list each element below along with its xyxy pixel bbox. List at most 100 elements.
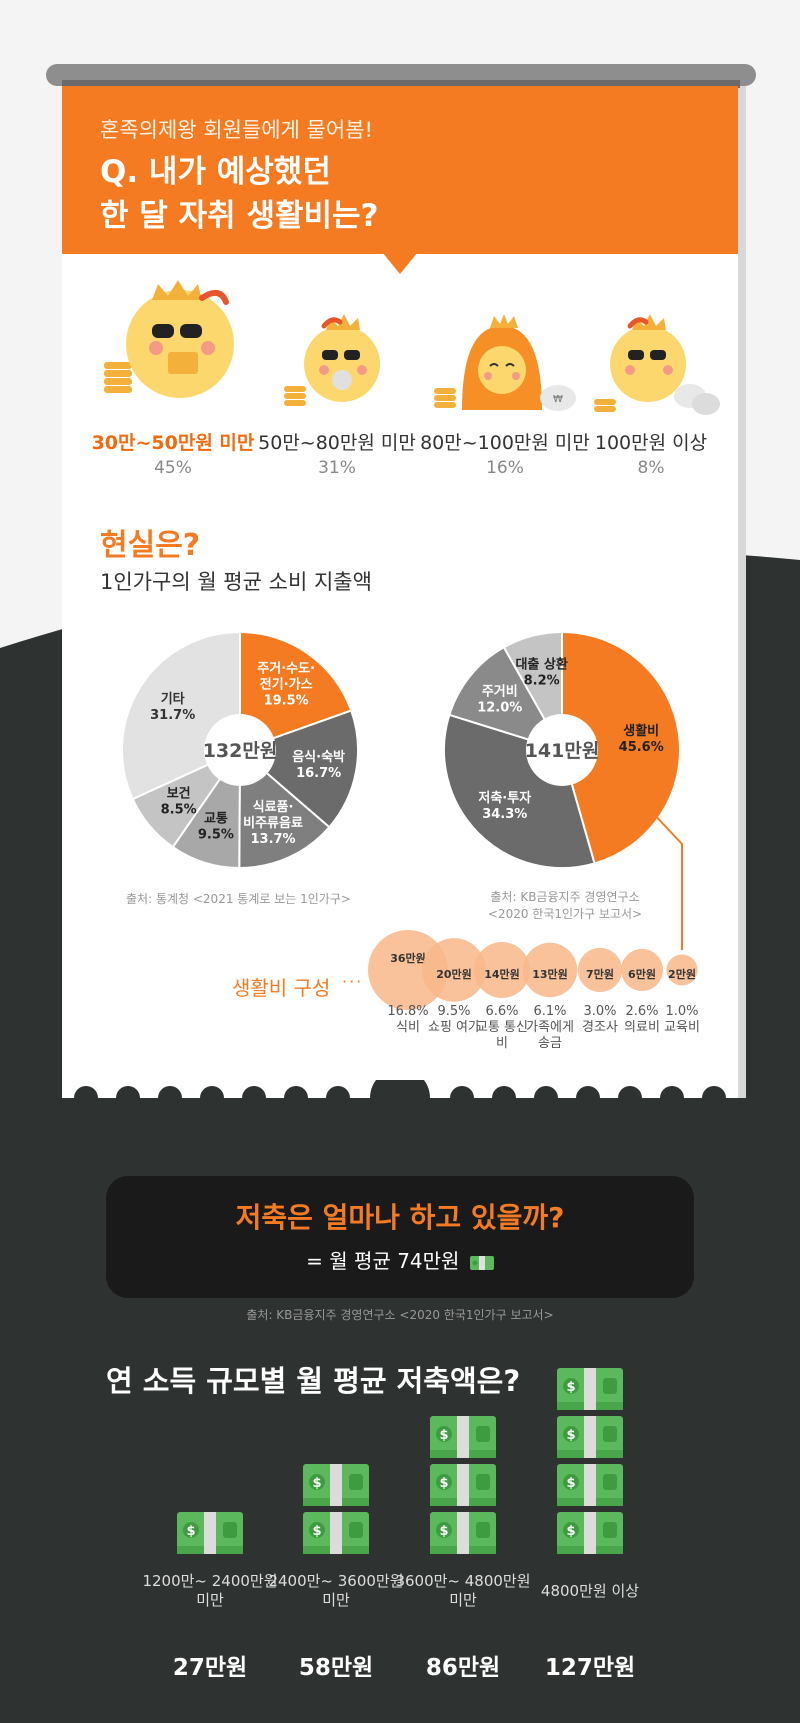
- savings-source: 출처: KB금융지주 경영연구소 <2020 한국1인가구 보고서>: [246, 1308, 554, 1322]
- connector-line: [649, 809, 683, 950]
- pie2-percent-3: 8.2%: [524, 674, 560, 689]
- character-2-illustration: [284, 314, 380, 406]
- bubble-caption-5: 2.6% 의료비: [614, 1004, 670, 1036]
- bubble-percent-0: 16.8%: [387, 1004, 429, 1019]
- pie2-label-0-0: 생활비: [623, 723, 659, 739]
- money-bill-icon: $: [557, 1416, 623, 1458]
- pie2-percent-2: 12.0%: [477, 701, 522, 716]
- expectation-percent-2: 31%: [318, 458, 356, 478]
- pie1-label-5-0: 기타: [161, 691, 185, 707]
- svg-text:$: $: [439, 1428, 448, 1443]
- svg-text:$: $: [186, 1524, 195, 1539]
- question-title-line1: Q. 내가 예상했던: [100, 154, 331, 190]
- money-bill-icon: $: [177, 1512, 243, 1554]
- savings-title: 저축은 얼마나 하고 있을까?: [235, 1201, 565, 1234]
- pie2-hole: [526, 714, 598, 786]
- svg-text:$: $: [566, 1428, 575, 1443]
- pie1-label-2-1: 비주류음료: [243, 815, 303, 831]
- svg-text:$: $: [439, 1524, 448, 1539]
- pie2-center-label: 141만원: [525, 740, 600, 762]
- pie2-percent-1: 34.3%: [482, 807, 527, 822]
- income-savings-value-0: 27만원: [172, 1655, 248, 1681]
- pie2-label-1-0: 저축·투자: [478, 790, 531, 806]
- bubble-amount-5: 6만원: [628, 967, 656, 981]
- breakdown-dots: ···: [342, 972, 364, 991]
- pie1-label-0-1: 전기·가스: [260, 677, 313, 693]
- pie1-percent-3: 9.5%: [198, 827, 234, 842]
- pie2-label-2-0: 주거비: [482, 685, 518, 700]
- money-bill-icon: $: [430, 1464, 496, 1506]
- character-3-illustration: ₩: [434, 314, 576, 411]
- bubble-label-5: 의료비: [624, 1020, 660, 1035]
- pie1-center-label: 132만원: [203, 740, 278, 762]
- expectation-label-1: 30만~50만원 미만: [91, 432, 255, 454]
- pie2-slice-0: [561, 630, 681, 865]
- bubble-label-2: 교통 통신비: [476, 1020, 528, 1051]
- svg-text:₩: ₩: [553, 394, 563, 405]
- pie1-label-3-0: 교통: [204, 811, 228, 826]
- bubble-caption-1: 9.5% 쇼핑 여가: [426, 1004, 482, 1036]
- expectation-percent-1: 45%: [154, 458, 192, 478]
- bubble-amount-6: 2만원: [668, 967, 696, 981]
- pie1-percent-2: 13.7%: [250, 832, 295, 847]
- money-bill-icon: $: [557, 1512, 623, 1554]
- breakdown-title: 생활비 구성: [232, 976, 331, 1000]
- svg-text:$: $: [312, 1476, 321, 1491]
- money-bill-icon: $: [557, 1464, 623, 1506]
- bubble-1: [422, 938, 486, 1002]
- pie2-label-3-0: 대출 상환: [515, 657, 567, 673]
- paper-edge: [738, 86, 746, 1098]
- bubble-label-1: 쇼핑 여가: [428, 1020, 480, 1035]
- bubble-label-6: 교육비: [664, 1020, 700, 1035]
- breakdown-captions: 16.8% 식비 9.5% 쇼핑 여가 6.6% 교통 통신비 6.1% 가족에게 송금 3.0…: [360, 1004, 710, 1064]
- pie1-percent-5: 31.7%: [150, 708, 195, 723]
- question-title-line2: 한 달 자취 생활비는?: [100, 198, 379, 234]
- character-1-illustration: [104, 280, 234, 398]
- pie1-label-1-0: 음식·숙박: [292, 749, 345, 765]
- bubble-caption-4: 3.0% 경조사: [572, 1004, 628, 1036]
- bubble-6: [666, 954, 698, 986]
- bubble-percent-3: 6.1%: [533, 1004, 567, 1019]
- bubble-amount-3: 13만원: [532, 967, 568, 981]
- bubble-4: [577, 947, 623, 993]
- bubble-5: [620, 948, 664, 992]
- money-bill-icon: $: [303, 1512, 369, 1554]
- breakdown-bubbles: 36만원 20만원 14만원 13만원 7만원 6만원 2만원: [368, 930, 698, 1010]
- character-4-illustration: [594, 314, 720, 415]
- bubble-percent-6: 1.0%: [665, 1004, 699, 1019]
- banner-pointer: [382, 252, 418, 274]
- ticket-edge: [74, 1080, 726, 1120]
- pie2-source-line2: <2020 한국1인가구 보고서>: [487, 907, 643, 921]
- pie1-label-2-0: 식료품·: [253, 799, 294, 815]
- income-title: 연 소득 규모별 월 평균 저축액은?: [106, 1364, 521, 1398]
- bubble-caption-6: 1.0% 교육비: [654, 1004, 710, 1036]
- pie1-source: 출처: 통계청 <2021 통계로 보는 1인가구>: [126, 892, 351, 906]
- reality-title: 현실은?: [100, 528, 201, 563]
- svg-text:$: $: [566, 1380, 575, 1395]
- savings-amount: = 월 평균 74만원: [306, 1249, 460, 1273]
- income-savings-value-2: 86만원: [425, 1655, 501, 1681]
- question-subtitle: 혼족의제왕 회원들에게 물어봄!: [100, 118, 373, 142]
- bubble-caption-0: 16.8% 식비: [380, 1004, 436, 1036]
- question-title: Q. 내가 예상했던 한 달 자취 생활비는?: [100, 150, 379, 238]
- expectation-label-2: 50만~80만원 미만: [258, 432, 416, 454]
- pie1-percent-1: 16.7%: [296, 766, 341, 781]
- bubble-amount-2: 14만원: [484, 967, 520, 981]
- bubble-amount-4: 7만원: [586, 967, 614, 981]
- income-category-0: 1200만~ 2400만원 미만: [142, 1572, 278, 1609]
- money-bill-icon: $: [557, 1368, 623, 1410]
- bubble-caption-3: 6.1% 가족에게 송금: [522, 1004, 578, 1052]
- bubble-label-3: 가족에게 송금: [526, 1020, 574, 1051]
- expectation-percent-4: 8%: [637, 458, 665, 478]
- bubble-3: [522, 942, 578, 998]
- rod-shadow: [62, 80, 740, 88]
- bubble-percent-4: 3.0%: [583, 1004, 617, 1019]
- savings-subtitle: = 월 평균 74만원: [0, 1245, 800, 1274]
- expectation-percent-3: 16%: [486, 458, 524, 478]
- svg-text:$: $: [439, 1476, 448, 1491]
- bubble-percent-5: 2.6%: [625, 1004, 659, 1019]
- income-savings-value-1: 58만원: [298, 1655, 374, 1681]
- money-bill-icon: $: [430, 1416, 496, 1458]
